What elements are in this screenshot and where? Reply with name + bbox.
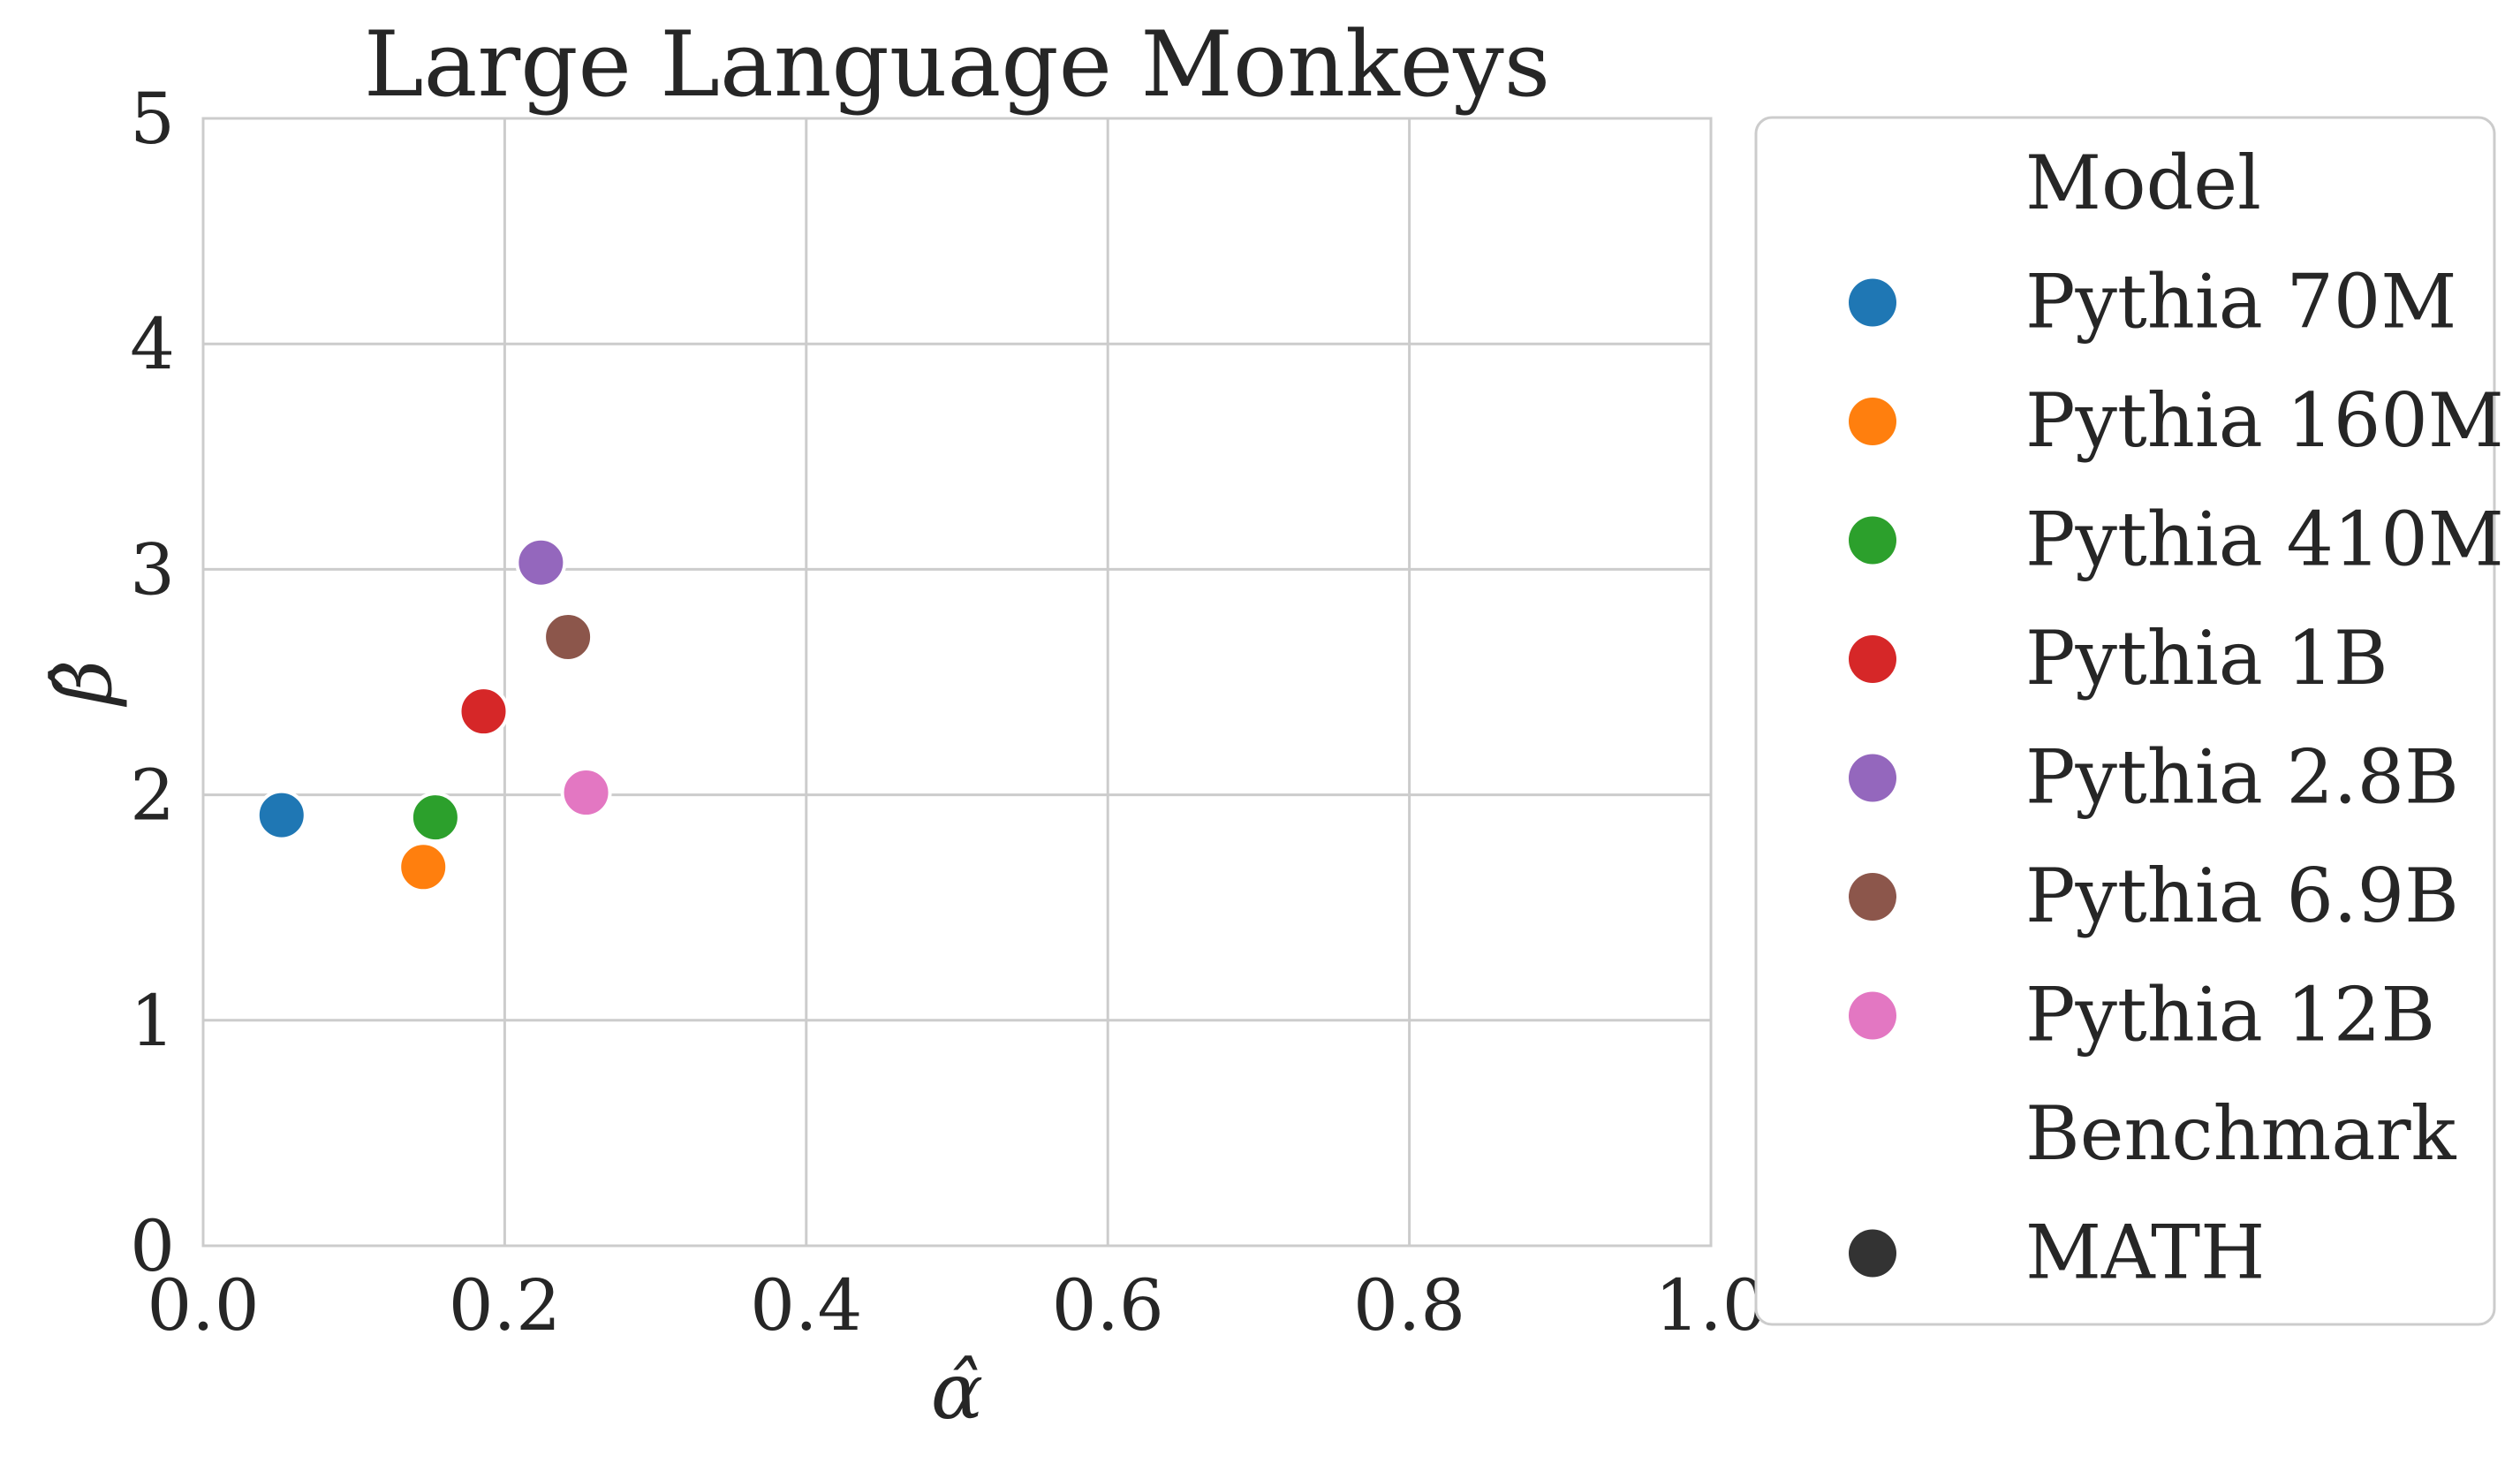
x-tick-label: 0.2 (449, 1264, 561, 1346)
x-tick-label: 1.0 (1654, 1264, 1767, 1346)
legend-label: Pythia 70M (2025, 259, 2456, 345)
chart-title: Large Language Monkeys (364, 12, 1550, 118)
legend-marker (1849, 398, 1896, 445)
y-axis-label: β̂ (38, 660, 129, 708)
legend-marker (1849, 991, 1896, 1040)
legend-marker (1849, 278, 1896, 327)
y-tick-label: 1 (130, 980, 175, 1062)
legend-label: Pythia 410M (2025, 497, 2504, 583)
x-tick-labels: 0.0 0.2 0.4 0.6 0.8 1.0 (147, 1264, 1767, 1346)
data-point (397, 841, 450, 893)
grid (201, 117, 1713, 1248)
legend-label: Pythia 1B (2025, 615, 2388, 702)
data-point (458, 686, 510, 738)
legend-title-benchmark: Benchmark (2025, 1090, 2457, 1177)
legend-label: Pythia 12B (2025, 972, 2435, 1058)
data-points (255, 536, 612, 893)
legend-marker (1849, 516, 1896, 565)
legend-marker (1849, 873, 1896, 921)
y-tick-label: 2 (130, 755, 175, 837)
legend-title-model: Model (2025, 140, 2261, 226)
x-axis-label: α̂ (931, 1346, 983, 1437)
legend-box (1754, 116, 2496, 1326)
x-tick-label: 0.8 (1353, 1264, 1465, 1346)
data-point (409, 792, 461, 844)
legend-benchmark-entries: MATH (1849, 1210, 2265, 1296)
legend-model-entries: Pythia 70M Pythia 160M Pythia 410M Pythia 1… (1849, 259, 2504, 1058)
legend-label: Pythia 2.8B (2025, 734, 2459, 821)
legend-marker (1849, 1229, 1896, 1278)
data-point (560, 767, 612, 819)
y-tick-labels: 0 1 2 3 4 5 (130, 78, 175, 1287)
legend-marker (1849, 635, 1896, 683)
data-point (255, 789, 307, 841)
legend-marker (1849, 754, 1896, 802)
x-tick-label: 0.0 (147, 1264, 259, 1346)
legend-label: MATH (2025, 1210, 2265, 1296)
plot-frame (201, 117, 1713, 1248)
y-tick-label: 5 (130, 78, 175, 160)
data-point (542, 611, 594, 663)
y-tick-label: 0 (130, 1205, 175, 1287)
y-tick-label: 4 (130, 303, 175, 385)
legend-label: Pythia 160M (2025, 377, 2504, 464)
x-tick-label: 0.6 (1052, 1264, 1164, 1346)
y-tick-label: 3 (130, 528, 175, 611)
x-tick-label: 0.4 (750, 1264, 862, 1346)
legend-label: Pythia 6.9B (2025, 853, 2459, 939)
data-point (515, 536, 567, 588)
